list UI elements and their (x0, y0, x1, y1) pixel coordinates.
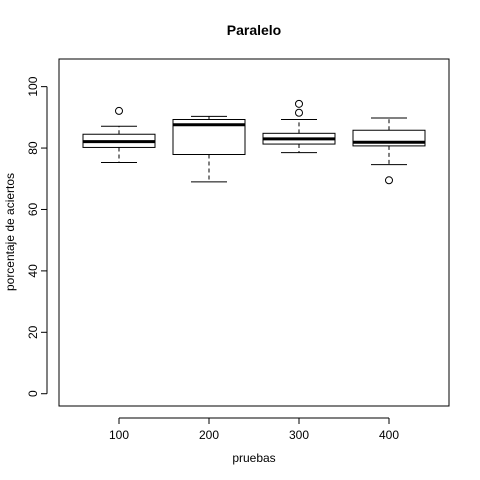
y-tick-label: 40 (26, 264, 40, 278)
box-200 (172, 115, 246, 183)
box-400 (352, 117, 426, 185)
x-axis: 100 200 300 400 (109, 417, 399, 442)
outlier-point (385, 176, 393, 185)
y-axis-label: porcentaje de aciertos (3, 173, 17, 291)
box-300 (262, 99, 336, 154)
y-tick-label: 80 (26, 141, 40, 155)
plot-frame (58, 58, 450, 407)
x-tick-label: 200 (199, 428, 219, 442)
chart-title: Paralelo (227, 22, 281, 38)
boxes-group (82, 99, 426, 185)
y-axis: 0 20 40 60 80 100 (26, 76, 48, 397)
x-tick-label: 300 (289, 428, 309, 442)
outlier-point (295, 99, 303, 108)
outlier-point (295, 108, 303, 117)
outlier-point (115, 106, 123, 115)
x-axis-label: pruebas (232, 451, 275, 465)
x-tick-label: 100 (109, 428, 129, 442)
y-tick-label: 60 (26, 202, 40, 216)
y-tick-label: 100 (26, 76, 40, 96)
y-tick-label: 0 (26, 390, 40, 397)
box-100 (82, 106, 156, 163)
y-tick-label: 20 (26, 325, 40, 339)
x-tick-label: 400 (379, 428, 399, 442)
